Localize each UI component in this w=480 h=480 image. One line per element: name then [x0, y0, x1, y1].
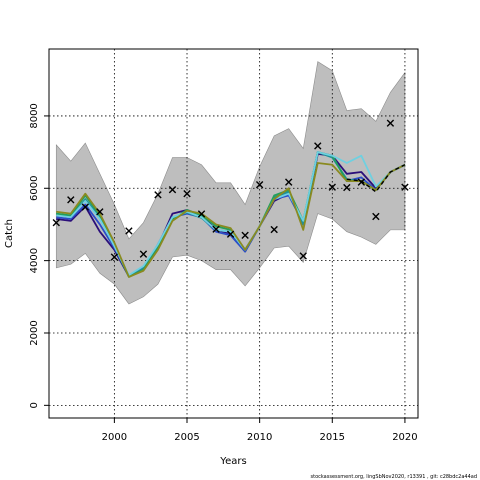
confidence-band [55, 61, 406, 305]
observed-point-stroke-b [183, 190, 191, 198]
observed-point [285, 178, 293, 186]
y-tick-label: 0 [29, 402, 40, 408]
observed-point-stroke-b [343, 183, 351, 192]
observed-point-stroke-b [255, 180, 264, 189]
observed-point-stroke-b [139, 250, 148, 258]
x-axis-title: Years [219, 456, 246, 467]
y-tick-label: 8000 [29, 103, 40, 128]
footnote: stockassessment.org, lingSbNov2020, r133… [311, 474, 478, 480]
x-tick-label: 2015 [320, 432, 345, 443]
observed-point [328, 183, 336, 191]
observed-point-stroke-b [125, 227, 133, 235]
observed-point [52, 218, 60, 227]
observed-point [154, 191, 162, 199]
observed-point [110, 253, 119, 261]
observed-point-stroke-b [67, 196, 75, 204]
confidence-band-layer [55, 61, 406, 305]
observed-point-stroke-b [241, 231, 249, 240]
observed-point [183, 190, 191, 198]
observed-point-stroke-b [401, 183, 409, 191]
observed-points-layer [52, 119, 409, 261]
observed-point-stroke-b [299, 252, 307, 260]
observed-point [255, 180, 264, 189]
observed-point-stroke-b [52, 218, 60, 227]
observed-point-stroke-b [81, 203, 90, 211]
observed-point-stroke-b [154, 191, 162, 199]
observed-point [343, 183, 351, 192]
observed-point [241, 231, 249, 240]
series-line-5 [56, 162, 406, 278]
observed-point-stroke-b [197, 210, 206, 218]
observed-point [314, 142, 322, 150]
observed-point [139, 250, 148, 258]
observed-point [96, 208, 104, 216]
x-tick-label: 2020 [392, 432, 417, 443]
grid-layer [49, 49, 418, 418]
observed-point-stroke-b [372, 212, 380, 221]
median-line [346, 164, 406, 193]
observed-point [81, 203, 90, 211]
x-tick-label: 2000 [102, 432, 127, 443]
observed-point-stroke-b [110, 253, 119, 261]
observed-point [125, 227, 133, 235]
observed-point [168, 186, 177, 194]
observed-point [372, 212, 380, 221]
observed-point-stroke-b [96, 208, 104, 216]
observed-point [212, 225, 220, 233]
observed-point-stroke-b [212, 225, 220, 233]
x-tick-label: 2010 [247, 432, 272, 443]
observed-point-stroke-b [168, 186, 177, 194]
observed-point [357, 178, 366, 186]
observed-point-stroke-b [328, 183, 336, 191]
observed-point [386, 119, 395, 127]
observed-point [226, 230, 235, 238]
observed-point-stroke-b [226, 230, 235, 238]
observed-point [197, 210, 206, 218]
observed-point [67, 196, 75, 204]
plot-frame [48, 48, 419, 419]
y-axis-title: Catch [4, 219, 15, 248]
observed-point-stroke-b [270, 225, 278, 234]
x-tick-label: 2005 [174, 432, 199, 443]
observed-point-stroke-b [386, 119, 395, 127]
observed-point-stroke-b [314, 142, 322, 150]
series-layer [56, 151, 406, 278]
observed-point-stroke-b [285, 178, 293, 186]
axis-layer: 2000 2005 2010 2015 2020 0 2000 4000 6000 8000 [29, 103, 418, 443]
series-line-4 [56, 151, 406, 276]
y-tick-label: 2000 [29, 320, 40, 345]
observed-point [270, 225, 278, 234]
observed-point [299, 252, 307, 260]
y-tick-label: 4000 [29, 248, 40, 273]
observed-point [401, 183, 409, 191]
y-tick-label: 6000 [29, 176, 40, 201]
observed-point-stroke-b [357, 178, 366, 186]
